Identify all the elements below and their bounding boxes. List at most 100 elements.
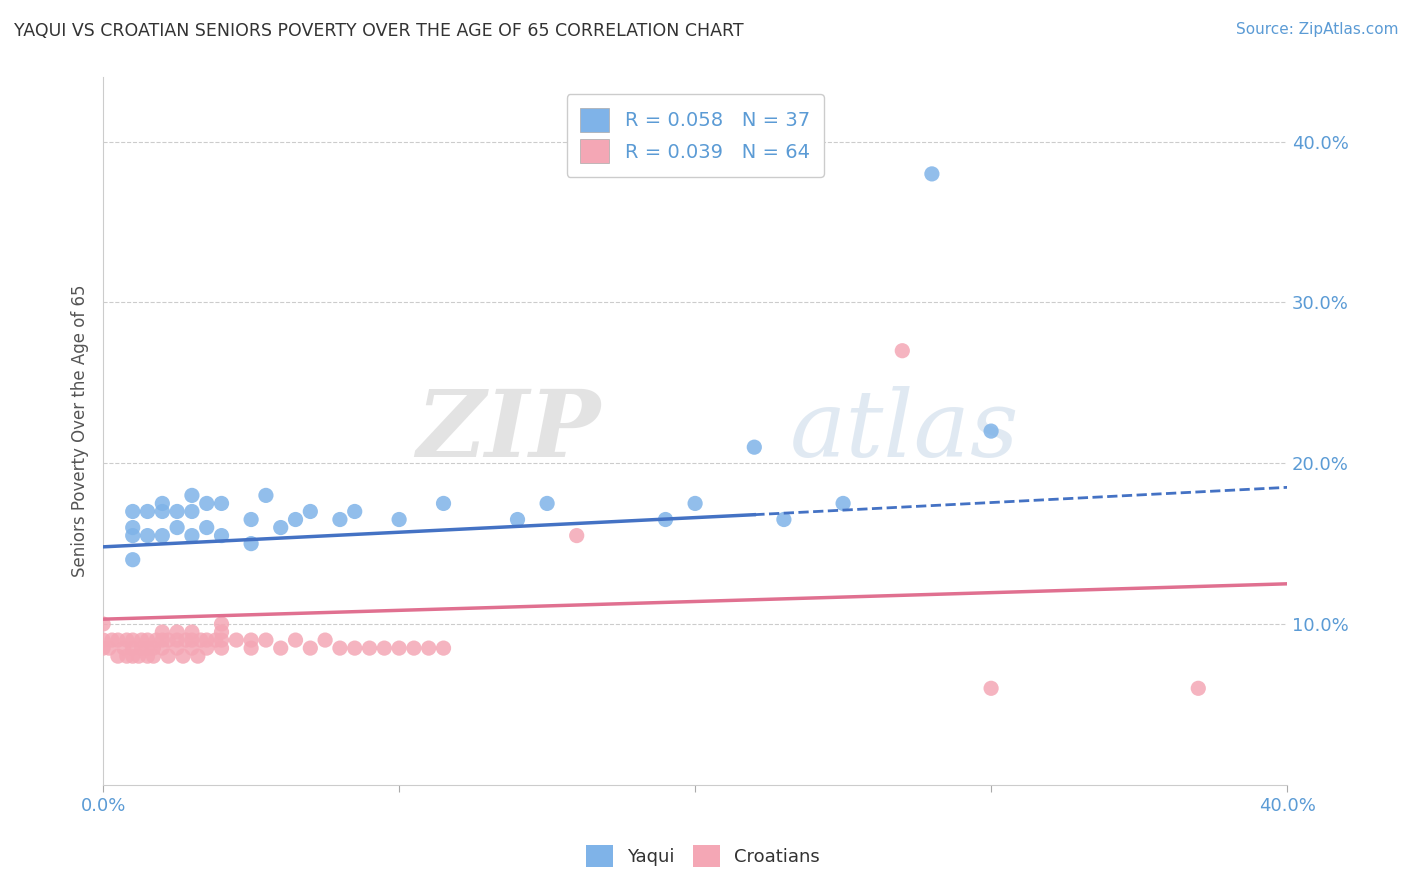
Point: [136, 649, 159, 664]
Point: [240, 536, 263, 550]
Text: Source: ZipAtlas.com: Source: ZipAtlas.com: [1236, 22, 1399, 37]
Point: [284, 512, 307, 526]
Point: [121, 641, 143, 656]
Point: [166, 641, 188, 656]
Point: [402, 641, 425, 656]
Point: [181, 488, 204, 502]
Point: [150, 625, 173, 640]
Point: [142, 641, 165, 656]
Point: [742, 440, 765, 454]
Point: [150, 641, 173, 656]
Point: [128, 649, 150, 664]
Point: [654, 512, 676, 526]
Point: [136, 641, 159, 656]
Point: [299, 504, 322, 518]
Point: [195, 496, 218, 510]
Point: [195, 520, 218, 534]
Point: [121, 649, 143, 664]
Point: [211, 617, 233, 632]
Point: [136, 633, 159, 648]
Point: [980, 681, 1002, 696]
Point: [211, 625, 233, 640]
Point: [166, 633, 188, 648]
Point: [181, 625, 204, 640]
Point: [181, 633, 204, 648]
Point: [388, 641, 411, 656]
Point: [157, 649, 180, 664]
Point: [91, 633, 114, 648]
Text: YAQUI VS CROATIAN SENIORS POVERTY OVER THE AGE OF 65 CORRELATION CHART: YAQUI VS CROATIAN SENIORS POVERTY OVER T…: [14, 22, 744, 40]
Point: [121, 528, 143, 542]
Point: [172, 649, 194, 664]
Point: [211, 528, 233, 542]
Y-axis label: Seniors Poverty Over the Age of 65: Seniors Poverty Over the Age of 65: [72, 285, 89, 577]
Point: [174, 633, 197, 648]
Point: [121, 504, 143, 518]
Point: [166, 625, 188, 640]
Point: [832, 496, 855, 510]
Point: [343, 504, 366, 518]
Point: [107, 649, 129, 664]
Point: [683, 496, 706, 510]
Point: [921, 167, 943, 181]
Legend: Yaqui, Croatians: Yaqui, Croatians: [579, 838, 827, 874]
Point: [150, 633, 173, 648]
Point: [136, 504, 159, 518]
Point: [181, 528, 204, 542]
Point: [270, 520, 292, 534]
Point: [121, 520, 143, 534]
Point: [181, 641, 204, 656]
Point: [181, 504, 204, 518]
Point: [506, 512, 529, 526]
Point: [270, 641, 292, 656]
Point: [195, 633, 218, 648]
Point: [299, 641, 322, 656]
Point: [773, 512, 796, 526]
Point: [343, 641, 366, 656]
Point: [150, 528, 173, 542]
Point: [121, 552, 143, 566]
Point: [329, 512, 352, 526]
Point: [240, 641, 263, 656]
Point: [131, 641, 153, 656]
Point: [107, 633, 129, 648]
Point: [195, 641, 218, 656]
Point: [329, 641, 352, 656]
Point: [536, 496, 558, 510]
Point: [432, 496, 454, 510]
Point: [187, 649, 209, 664]
Point: [91, 641, 114, 656]
Point: [150, 504, 173, 518]
Point: [240, 512, 263, 526]
Text: ZIP: ZIP: [416, 386, 600, 476]
Point: [211, 496, 233, 510]
Point: [418, 641, 440, 656]
Point: [225, 633, 247, 648]
Point: [121, 633, 143, 648]
Point: [91, 617, 114, 632]
Point: [101, 633, 124, 648]
Text: atlas: atlas: [790, 386, 1019, 476]
Point: [204, 633, 226, 648]
Point: [115, 633, 138, 648]
Point: [166, 520, 188, 534]
Point: [131, 633, 153, 648]
Point: [284, 633, 307, 648]
Point: [190, 633, 212, 648]
Point: [254, 488, 277, 502]
Point: [314, 633, 336, 648]
Point: [359, 641, 381, 656]
Point: [388, 512, 411, 526]
Point: [98, 641, 121, 656]
Point: [112, 641, 135, 656]
Point: [157, 633, 180, 648]
Point: [240, 633, 263, 648]
Point: [373, 641, 395, 656]
Point: [432, 641, 454, 656]
Point: [211, 633, 233, 648]
Point: [136, 528, 159, 542]
Point: [980, 424, 1002, 438]
Point: [166, 504, 188, 518]
Point: [891, 343, 914, 358]
Point: [115, 649, 138, 664]
